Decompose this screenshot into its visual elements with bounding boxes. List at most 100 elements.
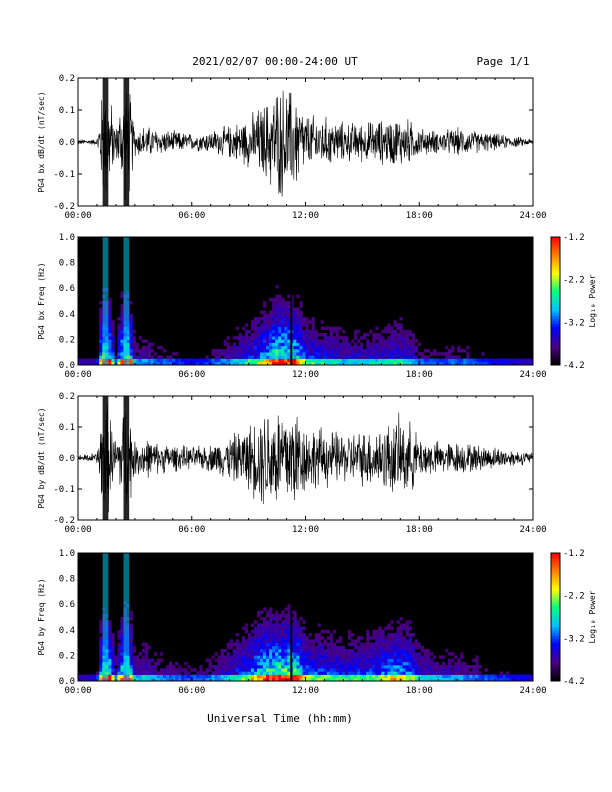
spectrogram-cell: [238, 342, 243, 347]
spectrogram-cell: [281, 639, 285, 643]
spectrogram-cell: [372, 674, 376, 679]
spectrogram-cell: [266, 613, 270, 618]
spectrogram-cell: [302, 333, 306, 337]
spectrogram-cell: [384, 649, 388, 653]
colorbar-swatch: [551, 573, 560, 576]
spectrogram-cell: [275, 649, 279, 653]
spectrogram-cell: [463, 671, 467, 675]
spectrogram-cell: [272, 642, 276, 647]
spectrogram-cell: [175, 668, 179, 672]
spectrogram-cell: [351, 642, 355, 647]
spectrogram-cell: [378, 629, 382, 634]
spectrogram-cell: [266, 320, 270, 324]
spectrogram-cell: [111, 658, 115, 663]
colorbar-swatch: [551, 247, 560, 250]
spectrogram-cell: [351, 658, 355, 663]
spectrogram-cell: [181, 674, 185, 679]
spectrogram-cell: [402, 358, 406, 363]
spectrogram-cell: [260, 629, 264, 634]
spectrogram-cell: [250, 342, 255, 347]
spectrogram-cell: [451, 668, 455, 672]
spectrogram-cell: [351, 665, 355, 669]
spectrogram-cell: [520, 358, 525, 363]
spectrogram-cell: [293, 313, 297, 318]
spectrogram-cell: [466, 671, 470, 675]
spectrogram-cell: [256, 636, 261, 640]
spectrogram-cell: [129, 342, 133, 347]
spectrogram-cell: [284, 642, 288, 647]
spectrogram-cell: [396, 358, 400, 363]
spectrogram-cell: [469, 361, 473, 366]
spectrogram-cell: [296, 323, 300, 327]
colorbar-tick-label: -2.2: [563, 276, 585, 286]
spectrogram-cell: [129, 671, 133, 675]
colorbar-swatch: [551, 607, 560, 610]
spectrogram-cell: [156, 677, 161, 682]
colorbar-swatch: [551, 677, 560, 680]
spectrogram-cell: [272, 339, 276, 343]
spectrogram-cell: [108, 633, 112, 637]
spectrogram-cell: [172, 665, 176, 669]
spectrogram-cell: [317, 642, 321, 647]
spectrogram-cell: [329, 639, 334, 643]
spectrogram-cell: [472, 677, 476, 682]
spectrogram-cell: [287, 626, 291, 631]
spectrogram-cell: [278, 297, 282, 302]
x-tick-label: 12:00: [292, 686, 319, 696]
spectrogram-cell: [390, 665, 394, 669]
spectrogram-cell: [293, 639, 297, 643]
spectrogram-cell: [260, 361, 264, 366]
spectrogram-cell: [293, 310, 297, 315]
spectrogram-cell: [269, 329, 273, 334]
spectrogram-cell: [211, 655, 215, 659]
spectrogram-cell: [329, 645, 334, 650]
spectrogram-cell: [317, 352, 321, 356]
spectrogram-cell: [260, 645, 264, 650]
spectrogram-cell: [293, 665, 297, 669]
spectrogram-cell: [366, 345, 370, 350]
spectrogram-cell: [311, 317, 315, 321]
spectrogram-cell: [247, 649, 252, 653]
spectrogram-cell: [335, 665, 340, 669]
spectrogram-cell: [263, 326, 267, 331]
spectrogram-cell: [153, 661, 158, 666]
spectrogram-cell: [396, 633, 400, 637]
spectrogram-cell: [81, 674, 85, 679]
spectrogram-cell: [305, 323, 309, 327]
spectrogram-cell: [466, 361, 470, 366]
spectrogram-cell: [287, 655, 291, 659]
spectrogram-cell: [454, 677, 458, 682]
spectrogram-cell: [387, 642, 391, 647]
spectrogram-cell: [120, 671, 124, 675]
spectrogram-cell: [438, 671, 443, 675]
spectrogram-cell: [326, 358, 331, 363]
spectrogram-cell: [159, 677, 164, 682]
spectrogram-cell: [405, 655, 409, 659]
spectrogram-cell: [511, 358, 516, 363]
spectrogram-cell: [196, 358, 200, 363]
spectrogram-cell: [326, 326, 331, 331]
spectrogram-cell: [284, 355, 288, 359]
spectrogram-cell: [529, 674, 534, 679]
spectrogram-cell: [335, 336, 340, 340]
spectrogram-cell: [408, 642, 412, 647]
spectrogram-cell: [238, 345, 243, 350]
spectrogram-cell: [108, 329, 112, 334]
spectrogram-cell: [448, 661, 452, 666]
spectrogram-cell: [278, 329, 282, 334]
spectrogram-cell: [287, 607, 291, 611]
spectrogram-cell: [302, 639, 306, 643]
spectrogram-cell: [129, 623, 133, 627]
spectrogram-cell: [326, 677, 331, 682]
spectrogram-cell: [320, 655, 324, 659]
spectrogram-cell: [381, 349, 385, 353]
colorbar-swatch: [551, 265, 560, 268]
spectrogram-cell: [341, 652, 346, 656]
spectrogram-cell: [399, 352, 403, 356]
spectrogram-cell: [387, 633, 391, 637]
colorbar-swatch: [551, 319, 560, 322]
spectrogram-cell: [484, 668, 488, 672]
spectrogram-cell: [344, 652, 349, 656]
spectrogram-cell: [351, 352, 355, 356]
